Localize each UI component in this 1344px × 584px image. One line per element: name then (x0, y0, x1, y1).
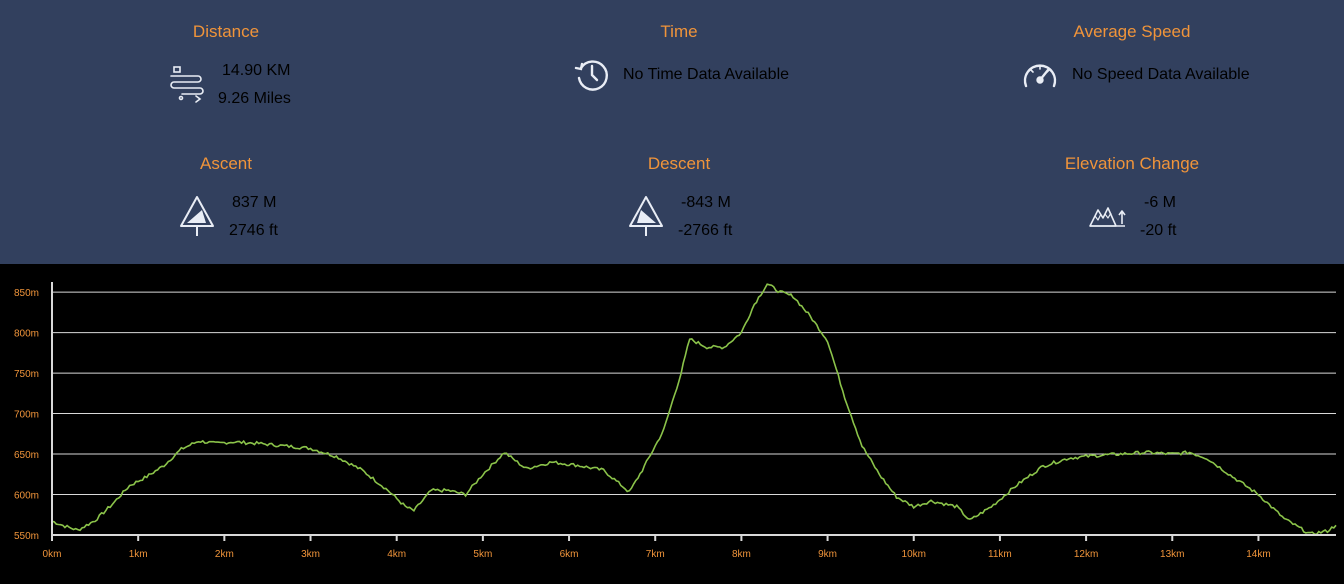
descent-feet: -2766 ft (678, 222, 733, 239)
stat-title: Time (660, 22, 698, 41)
y-tick-label: 650m (14, 450, 39, 461)
x-tick-label: 4km (387, 549, 406, 560)
stats-panel: Distance 14.90 KM 9.26 Miles Time No Tim… (0, 0, 1344, 264)
y-tick-label: 750m (14, 369, 39, 380)
speedometer-icon (1021, 58, 1059, 90)
descent-meters: -843 M (681, 194, 731, 211)
x-tick-label: 14km (1246, 549, 1270, 560)
stat-title: Average Speed (1073, 22, 1191, 41)
timer-icon (573, 56, 611, 94)
elevation-feet: -20 ft (1140, 222, 1177, 239)
x-axis-ticks: 0km 1km 2km 3km 4km 5km 6km 7km 8km 9km 10km 11km 12… (43, 535, 1271, 560)
stat-title: Distance (192, 22, 260, 41)
y-tick-label: 700m (14, 410, 39, 421)
speed-value: No Speed Data Available (1072, 66, 1250, 83)
stat-title: Ascent (200, 154, 252, 173)
x-tick-label: 10km (902, 549, 926, 560)
x-tick-label: 3km (301, 549, 320, 560)
x-tick-label: 7km (646, 549, 665, 560)
distance-miles: 9.26 Miles (218, 90, 291, 107)
y-tick-label: 550m (14, 531, 39, 542)
distance-km: 14.90 KM (222, 62, 291, 79)
ascent-feet: 2746 ft (229, 222, 278, 239)
elevation-chart[interactable]: 550m 600m 650m 700m 750m 800m 850m 0km 1km 2km 3k… (0, 264, 1344, 584)
ascent-sign-icon (178, 194, 216, 238)
x-tick-label: 11km (988, 549, 1012, 560)
elevation-chart-svg[interactable]: 550m 600m 650m 700m 750m 800m 850m 0km 1km 2km 3k… (0, 264, 1344, 584)
time-value: No Time Data Available (623, 66, 790, 83)
x-tick-label: 2km (215, 549, 234, 560)
x-tick-label: 12km (1074, 549, 1098, 560)
elevation-profile-line (51, 283, 1337, 536)
route-icon (168, 64, 206, 104)
x-tick-label: 9km (818, 549, 837, 560)
x-tick-label: 5km (473, 549, 492, 560)
y-tick-label: 850m (14, 288, 39, 299)
stat-title: Descent (647, 154, 711, 173)
x-tick-label: 13km (1160, 549, 1184, 560)
descent-sign-icon (627, 194, 665, 238)
mountains-icon (1089, 204, 1127, 228)
x-tick-label: 6km (560, 549, 579, 560)
y-tick-label: 600m (14, 491, 39, 502)
y-tick-label: 800m (14, 329, 39, 340)
elevation-meters: -6 M (1144, 194, 1176, 211)
stat-title: Elevation Change (1064, 154, 1200, 173)
x-tick-label: 1km (129, 549, 148, 560)
gridlines (52, 291, 1336, 496)
y-axis-ticks: 550m 600m 650m 700m 750m 800m 850m (14, 288, 39, 542)
x-tick-label: 0km (43, 549, 62, 560)
x-tick-label: 8km (732, 549, 751, 560)
ascent-meters: 837 M (232, 194, 277, 211)
